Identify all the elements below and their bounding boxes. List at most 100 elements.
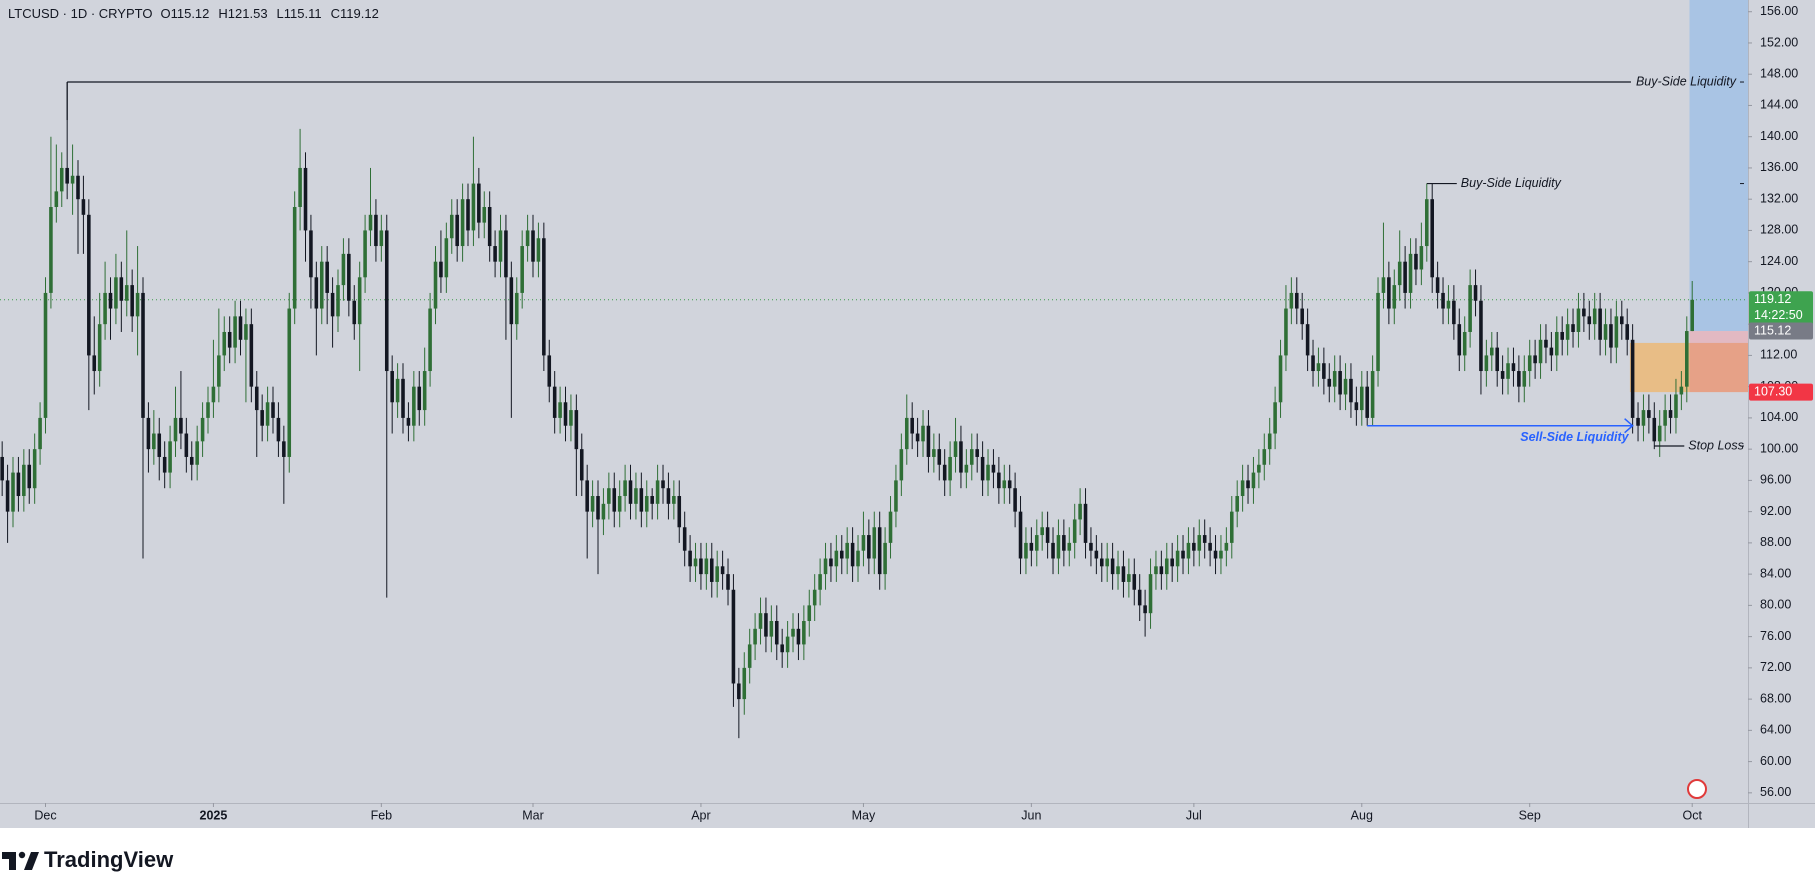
candle-body: [368, 214, 373, 231]
annotations: Buy-Side Liquidity Buy-Side Liquidity Sell…: [66, 74, 1744, 452]
candle-body: [390, 371, 394, 403]
candle-body: [1007, 480, 1012, 489]
candle-body: [1414, 253, 1418, 270]
x-tick-label: Apr: [691, 808, 710, 822]
candle-body: [1370, 371, 1375, 418]
candle-body: [1132, 574, 1137, 590]
candle-body: [1549, 347, 1554, 356]
x-tick-label: Feb: [371, 808, 393, 822]
candle-body: [796, 628, 801, 645]
candle-body: [357, 277, 362, 325]
y-tick-label: 144.00: [1760, 98, 1798, 112]
candle-body: [1197, 535, 1202, 551]
candle-body: [607, 488, 611, 504]
candle-body: [401, 378, 405, 418]
y-tick-label: 68.00: [1760, 691, 1791, 705]
candle-body: [1229, 511, 1234, 543]
candle-body: [1192, 542, 1196, 551]
candle-body: [189, 456, 194, 465]
candle-body: [1685, 331, 1689, 387]
candle-body: [997, 472, 1001, 489]
candle-body: [325, 261, 329, 293]
candle-body: [531, 230, 535, 262]
candle-body: [959, 441, 963, 473]
candle-body: [92, 355, 97, 372]
ohlc-value: 115.12: [171, 6, 210, 21]
candle-body: [585, 480, 589, 512]
candle-body: [1620, 316, 1624, 325]
candle-body: [1506, 363, 1510, 379]
candle-body: [596, 496, 600, 520]
candle-body: [574, 410, 579, 450]
candle-body: [867, 535, 871, 559]
candle-body: [693, 558, 698, 567]
candle-body: [1235, 496, 1239, 512]
candle-body: [758, 613, 763, 629]
candle-body: [428, 308, 432, 372]
candle-body: [59, 167, 64, 192]
y-tick-label: 100.00: [1760, 441, 1798, 455]
candle-body: [422, 371, 427, 411]
candle-body: [1349, 378, 1353, 403]
candle-body: [276, 417, 281, 442]
candle-body: [249, 324, 254, 387]
candle-body: [1522, 371, 1527, 387]
candle-body: [1609, 324, 1613, 348]
candle-body: [1527, 355, 1532, 372]
candle-body: [942, 464, 947, 481]
candle-body: [617, 496, 622, 512]
candle-body: [222, 331, 227, 356]
logo-mark: [2, 852, 16, 870]
candle-body: [1159, 566, 1164, 575]
candle-body: [384, 230, 389, 372]
candle-body: [1582, 308, 1586, 317]
candle-body: [477, 183, 481, 223]
candle-body: [162, 456, 167, 473]
candle-body: [1034, 535, 1039, 551]
candle-body: [829, 558, 833, 567]
candle-body: [347, 253, 351, 301]
candle-body: [5, 480, 10, 512]
y-tick-label: 112.00: [1760, 348, 1797, 362]
candle-body: [1338, 371, 1342, 395]
y-tick-label: 64.00: [1760, 723, 1791, 737]
candle-body: [839, 550, 844, 559]
candle-body: [135, 292, 140, 317]
target-zone: [1689, 0, 1748, 332]
candle-body: [628, 480, 633, 504]
logo: TradingView: [2, 847, 174, 872]
candle-body: [179, 417, 183, 434]
candle-body: [0, 456, 4, 481]
x-tick-label: Dec: [34, 808, 56, 822]
candle-body: [16, 472, 21, 497]
candle-body: [563, 402, 568, 426]
event-flag: [1687, 779, 1707, 799]
candle-body: [504, 230, 508, 278]
candle-body: [623, 480, 627, 497]
candle-body: [948, 456, 952, 481]
candle-body: [1652, 417, 1657, 442]
candle-body: [850, 542, 855, 567]
candle-body: [1278, 355, 1283, 403]
candle-body: [1327, 378, 1332, 387]
candle-body: [644, 496, 649, 512]
candle-body: [449, 214, 454, 239]
x-tick-label: Sep: [1519, 808, 1541, 822]
candle-body: [709, 558, 714, 582]
candle-body: [899, 449, 904, 481]
candle-body: [38, 417, 42, 450]
candle-body: [1094, 550, 1099, 559]
logo-dot: [18, 851, 26, 859]
candle-body: [634, 488, 638, 504]
y-tick-label: 60.00: [1760, 754, 1791, 768]
candle-body: [1419, 246, 1424, 270]
candle-body: [282, 441, 286, 457]
y-tick-label: 76.00: [1760, 629, 1791, 643]
candle-body: [195, 441, 199, 465]
candle-body: [915, 433, 920, 442]
candle-body: [926, 425, 931, 457]
candle-body: [146, 417, 151, 450]
stop-zone: [1689, 342, 1748, 393]
ohlc-value: 119.12: [340, 6, 379, 21]
candle-body: [81, 199, 86, 215]
